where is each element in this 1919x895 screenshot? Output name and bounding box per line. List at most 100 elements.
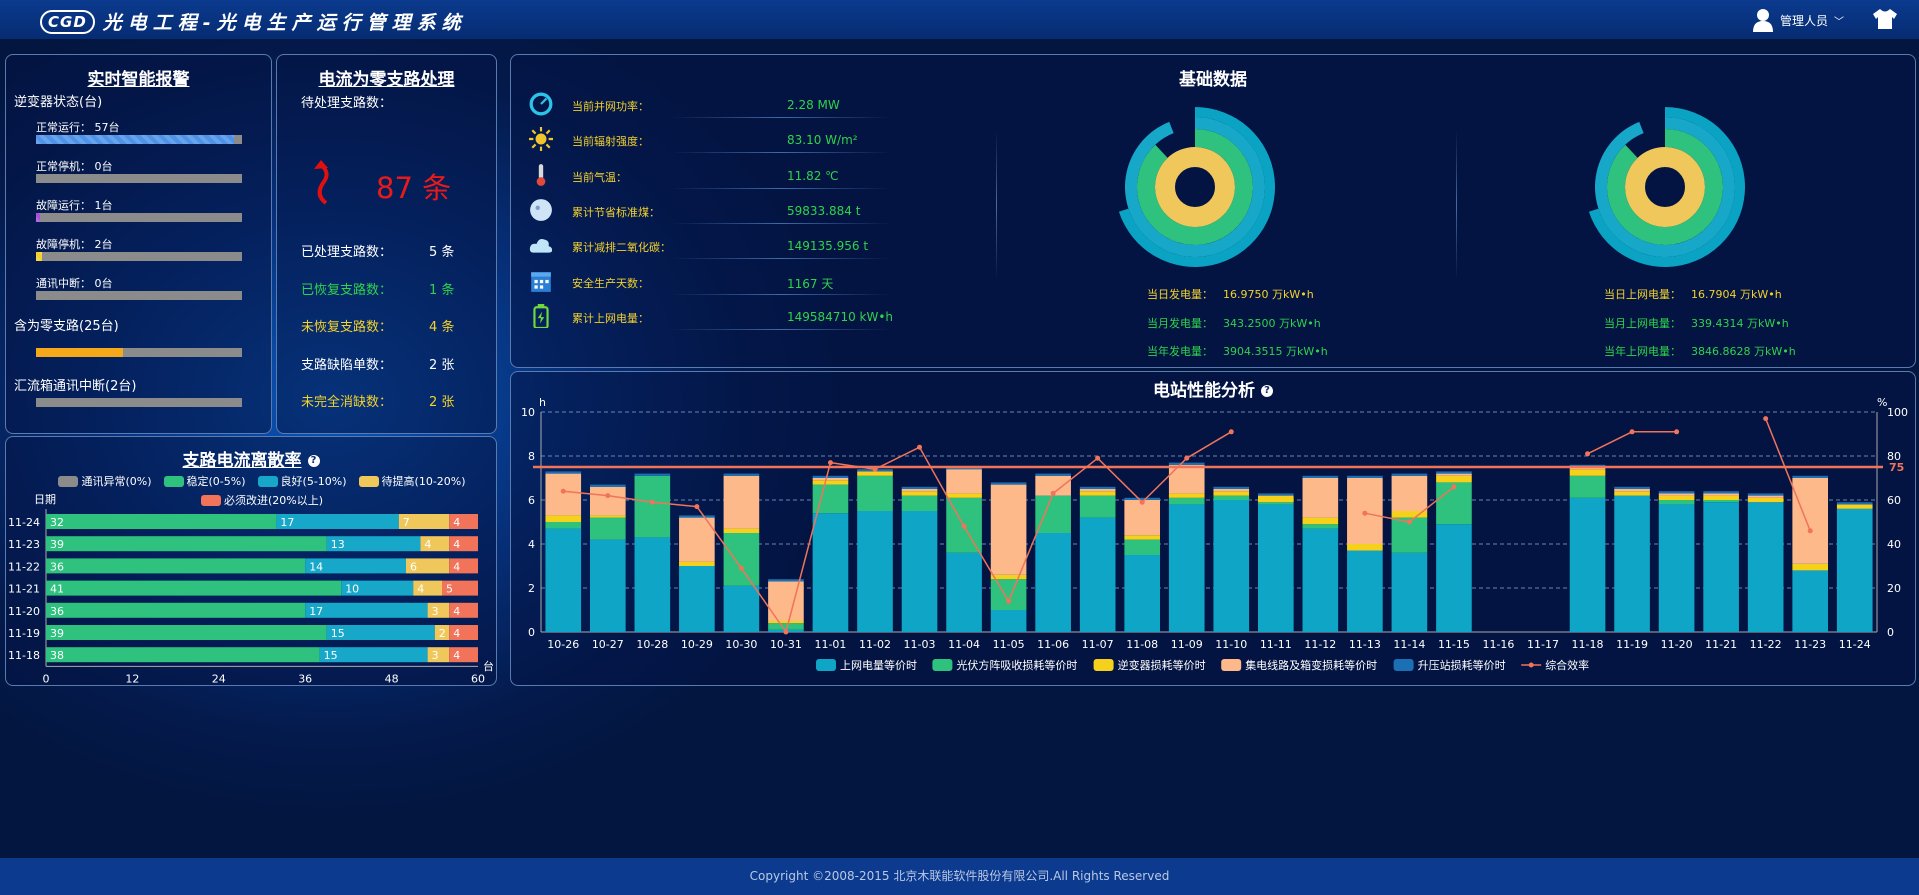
dispersion-bar[interactable] xyxy=(46,580,342,596)
efficiency-point[interactable] xyxy=(1451,484,1457,490)
efficiency-point[interactable] xyxy=(605,493,611,499)
performance-bar[interactable] xyxy=(1168,504,1205,632)
dispersion-bar[interactable] xyxy=(413,580,442,596)
performance-bar[interactable] xyxy=(1391,511,1428,518)
performance-bar[interactable] xyxy=(1168,497,1205,505)
dispersion-bar[interactable] xyxy=(46,514,277,529)
performance-bar[interactable] xyxy=(1124,535,1161,540)
performance-bar[interactable] xyxy=(812,480,849,485)
dispersion-bar[interactable] xyxy=(442,580,478,596)
performance-bar[interactable] xyxy=(679,517,715,562)
performance-bar[interactable] xyxy=(545,522,582,529)
performance-bar[interactable] xyxy=(634,537,671,632)
performance-bar[interactable] xyxy=(1302,528,1339,632)
performance-bar[interactable] xyxy=(1658,500,1695,505)
performance-bar[interactable] xyxy=(1257,495,1294,503)
performance-bar[interactable] xyxy=(1436,473,1472,476)
help-icon[interactable]: ? xyxy=(1261,385,1273,397)
performance-bar[interactable] xyxy=(1347,550,1383,632)
dispersion-bar[interactable] xyxy=(434,625,450,640)
legend-item[interactable]: 通讯异常(0%) xyxy=(58,473,152,489)
performance-bar[interactable] xyxy=(812,478,849,481)
dispersion-bar[interactable] xyxy=(449,602,478,618)
performance-bar[interactable] xyxy=(990,484,1027,575)
legend-item[interactable]: 稳定(0-5%) xyxy=(163,473,246,489)
efficiency-point[interactable] xyxy=(1674,429,1680,435)
dispersion-bar[interactable] xyxy=(326,625,435,640)
performance-bar[interactable] xyxy=(1658,493,1695,496)
performance-bar[interactable] xyxy=(1213,491,1250,496)
performance-bar[interactable] xyxy=(1569,469,1606,476)
performance-bar[interactable] xyxy=(1302,478,1339,518)
dispersion-bar[interactable] xyxy=(406,558,450,574)
performance-bar[interactable] xyxy=(1836,508,1873,632)
dispersion-bar[interactable] xyxy=(319,647,428,663)
performance-bar[interactable] xyxy=(634,475,671,538)
performance-bar[interactable] xyxy=(1347,544,1383,551)
dispersion-bar[interactable] xyxy=(420,536,450,552)
dispersion-bar[interactable] xyxy=(341,580,414,596)
dispersion-bar[interactable] xyxy=(305,602,428,618)
performance-bar[interactable] xyxy=(589,486,626,516)
performance-bar[interactable] xyxy=(1302,517,1339,525)
performance-bar[interactable] xyxy=(1168,493,1205,498)
performance-bar[interactable] xyxy=(1124,539,1161,555)
dispersion-bar[interactable] xyxy=(449,625,478,640)
efficiency-point[interactable] xyxy=(1807,528,1813,534)
performance-bar[interactable] xyxy=(723,473,760,476)
performance-bar[interactable] xyxy=(857,471,893,476)
performance-bar[interactable] xyxy=(679,566,715,632)
performance-bar[interactable] xyxy=(1124,500,1161,536)
performance-bar[interactable] xyxy=(1703,491,1739,494)
performance-bar[interactable] xyxy=(990,579,1027,610)
performance-bar[interactable] xyxy=(1703,493,1739,496)
performance-bar[interactable] xyxy=(545,515,582,522)
performance-bar[interactable] xyxy=(589,517,626,540)
performance-bar[interactable] xyxy=(1614,495,1650,632)
performance-bar[interactable] xyxy=(1347,475,1383,478)
performance-bar[interactable] xyxy=(901,489,938,492)
performance-bar[interactable] xyxy=(1436,475,1472,483)
performance-bar[interactable] xyxy=(1079,517,1116,632)
legend-label[interactable]: 综合效率 xyxy=(1545,658,1589,672)
performance-bar[interactable] xyxy=(1391,473,1428,476)
performance-bar[interactable] xyxy=(901,511,938,632)
performance-bar[interactable] xyxy=(1391,552,1428,632)
dispersion-bar[interactable] xyxy=(276,514,399,529)
performance-bar[interactable] xyxy=(990,482,1027,485)
performance-bar[interactable] xyxy=(723,475,760,529)
performance-bar[interactable] xyxy=(1213,500,1250,632)
performance-bar[interactable] xyxy=(589,539,626,632)
legend-label[interactable]: 上网电量等价时 xyxy=(840,658,917,672)
efficiency-point[interactable] xyxy=(649,499,655,505)
performance-bar[interactable] xyxy=(1213,486,1250,489)
performance-bar[interactable] xyxy=(1436,482,1472,525)
performance-bar[interactable] xyxy=(723,528,760,533)
performance-bar[interactable] xyxy=(1391,475,1428,511)
legend-label[interactable]: 升压站损耗等价时 xyxy=(1418,658,1506,672)
performance-bar[interactable] xyxy=(1302,524,1339,529)
performance-bar[interactable] xyxy=(768,623,804,630)
shirt-icon[interactable] xyxy=(1872,8,1898,30)
performance-bar[interactable] xyxy=(1257,502,1294,505)
performance-bar[interactable] xyxy=(1614,491,1650,496)
performance-bar[interactable] xyxy=(1658,495,1695,500)
performance-bar[interactable] xyxy=(1747,493,1784,496)
performance-bar[interactable] xyxy=(589,515,626,518)
performance-bar[interactable] xyxy=(1747,502,1784,632)
performance-bar[interactable] xyxy=(1124,497,1161,500)
performance-bar[interactable] xyxy=(545,528,582,632)
efficiency-point[interactable] xyxy=(872,466,878,472)
dispersion-bar[interactable] xyxy=(46,647,320,663)
performance-bar[interactable] xyxy=(1035,473,1071,476)
legend-item[interactable]: 必须改进(20%以上) xyxy=(200,492,323,508)
performance-bar[interactable] xyxy=(1168,462,1205,465)
dispersion-bar[interactable] xyxy=(449,536,478,552)
performance-bar[interactable] xyxy=(1747,495,1784,498)
dispersion-bar[interactable] xyxy=(305,558,406,574)
performance-bar[interactable] xyxy=(1658,504,1695,632)
performance-bar[interactable] xyxy=(1079,486,1116,489)
dispersion-bar[interactable] xyxy=(427,647,450,663)
performance-bar[interactable] xyxy=(1079,491,1116,496)
performance-bar[interactable] xyxy=(1703,500,1739,503)
